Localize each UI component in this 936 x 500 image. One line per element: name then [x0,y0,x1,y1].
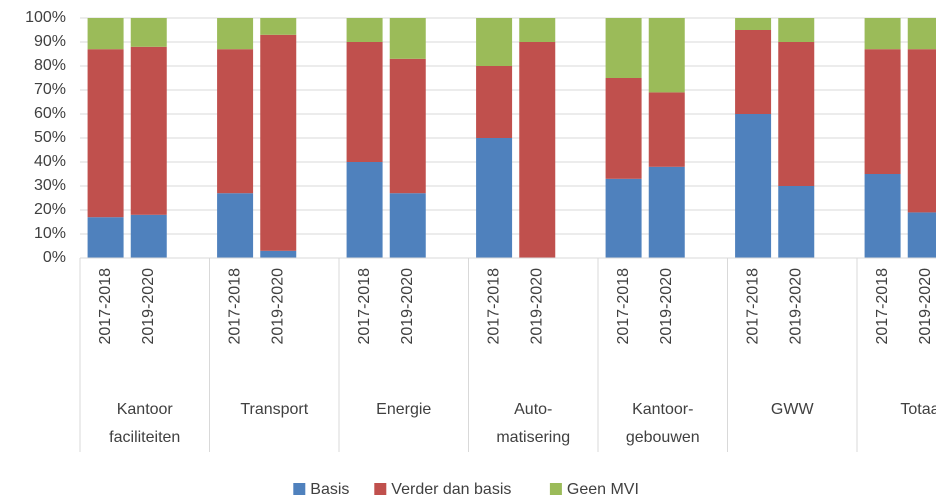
group-label: faciliteiten [109,429,180,446]
y-tick-label: 90% [34,33,66,50]
bar-segment [605,78,642,179]
bar-segment [605,18,642,78]
bar-segment [519,18,556,42]
bar-segment [778,186,815,258]
legend-label: Geen MVI [567,481,639,498]
bar-segment [648,18,685,93]
y-tick-label: 30% [34,177,66,194]
legend-swatch [549,483,562,495]
x-tick-label: 2017-2018 [615,268,632,345]
x-tick-label: 2017-2018 [744,268,761,345]
legend-swatch [374,483,387,495]
bar-segment [864,174,901,258]
group-label: GWW [771,401,815,418]
group-label: Energie [376,401,431,418]
group-label: Auto- [514,401,552,418]
y-tick-label: 0% [43,249,66,266]
bar-segment [130,214,167,258]
bar-segment [260,18,297,35]
x-tick-label: 2017-2018 [226,268,243,345]
group-label: Kantoor [117,401,174,418]
group-label: Transport [240,401,308,418]
x-tick-label: 2019-2020 [658,268,675,345]
x-tick-label: 2019-2020 [528,268,545,345]
bar-segment [907,18,936,50]
bar-segment [907,212,936,258]
bar-segment [476,138,513,258]
bar-segment [87,18,124,50]
bar-segment [605,178,642,258]
group-label: matisering [496,429,570,446]
bar-segment [864,49,901,175]
bar-segment [346,18,383,42]
y-tick-label: 40% [34,153,66,170]
bar-segment [735,18,772,30]
x-tick-label: 2019-2020 [269,268,286,345]
legend-label: Basis [310,481,349,498]
bar-segment [476,66,513,138]
bar-segment [217,49,254,194]
bar-segment [260,34,297,251]
x-tick-label: 2017-2018 [874,268,891,345]
x-tick-label: 2017-2018 [356,268,373,345]
bar-segment [519,42,556,258]
y-tick-label: 100% [25,9,66,26]
x-tick-label: 2019-2020 [917,268,934,345]
bar-segment [778,42,815,186]
bar-segment [130,46,167,215]
x-tick-label: 2019-2020 [140,268,157,345]
y-tick-label: 10% [34,225,66,242]
bar-segment [87,217,124,258]
bar-segment [87,49,124,218]
x-tick-label: 2017-2018 [97,268,114,345]
bar-segment [389,18,426,59]
bar-segment [778,18,815,42]
group-label: Totaal [900,401,936,418]
bar-segment [735,114,772,258]
group-label: Kantoor- [632,401,693,418]
bar-segment [476,18,513,66]
x-tick-label: 2019-2020 [399,268,416,345]
bar-segment [735,30,772,114]
group-label: gebouwen [626,429,700,446]
x-tick-label: 2017-2018 [485,268,502,345]
y-tick-label: 50% [34,129,66,146]
bar-segment [389,58,426,194]
bar-segment [130,18,167,47]
bar-segment [648,92,685,167]
y-tick-label: 20% [34,201,66,218]
bar-segment [907,49,936,213]
x-tick-label: 2019-2020 [787,268,804,345]
bar-segment [648,166,685,258]
legend-swatch [293,483,306,495]
bar-segment [217,18,254,50]
y-tick-label: 80% [34,57,66,74]
y-tick-label: 70% [34,81,66,98]
y-tick-label: 60% [34,105,66,122]
bar-segment [346,162,383,258]
bar-segment [346,42,383,162]
bar-segment [260,250,297,258]
bar-segment [389,193,426,258]
bar-segment [864,18,901,50]
bar-segment [217,193,254,258]
legend-label: Verder dan basis [391,481,511,498]
